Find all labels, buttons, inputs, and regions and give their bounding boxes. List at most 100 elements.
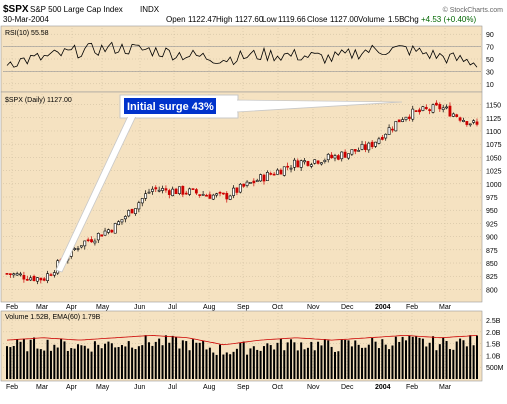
x-axis-label: Jul [168,304,177,311]
candle-body [32,275,36,281]
price-tick-label: 1050 [486,155,502,162]
volume-bar [158,338,161,379]
candle-body [448,105,452,117]
annotation-text-bg [124,98,216,114]
candle-body [252,180,256,184]
volume-bar [66,350,69,379]
x-axis-label: May [96,384,110,391]
candle-body [194,189,198,194]
volume-bar [148,342,151,379]
candle-body [343,151,347,158]
candle-body [431,104,435,113]
volume-bar [252,346,255,379]
volume-bar [357,344,360,379]
candle-body [134,208,137,214]
candle-body [232,187,235,196]
candle-body [42,278,46,281]
x-axis-label: May [96,304,110,311]
candle-body [404,116,408,120]
candle-body [401,119,405,122]
volume-bar [452,349,455,379]
x-axis-label: Mar [439,384,452,391]
candle-body [113,223,117,234]
volume-bar [408,335,411,379]
volume-bar [63,341,66,379]
candle-body [475,121,479,125]
volume-bar [104,343,107,379]
price-tick-label: 1000 [486,182,502,189]
volume-bar [330,346,333,379]
volume-bar [195,342,198,379]
candle-body [93,240,97,244]
x-axis-label: Nov [307,384,320,391]
candle-body [49,274,53,276]
volume-bar [364,347,367,379]
candle-body [228,195,232,200]
x-axis-label: Mar [439,304,452,311]
candle-body [279,169,283,175]
candle-body [407,116,411,119]
volume-bar [134,349,137,379]
volume-bar [36,348,39,379]
x-axis-label: Nov [307,304,320,311]
volume-bar [19,341,22,379]
x-axis-label: Apr [66,304,78,311]
close-label: Close [307,15,328,24]
volume-bar [6,346,8,379]
candle-body [215,193,219,196]
price-panel [0,91,483,303]
volume-bar [171,335,174,379]
x-axis-label: Mar [36,384,49,391]
volume-bar [455,341,458,379]
candle-body [188,188,191,195]
volume-bar [306,347,309,379]
candle-body [208,194,212,199]
symbol: $SPX [3,4,29,15]
candle-body [123,216,127,220]
volume-bar [33,337,36,379]
x-axis-label: Feb [6,384,18,391]
volume-bar [242,341,245,379]
candle-body [424,107,428,110]
candle-body [161,188,164,191]
candle-body [205,194,208,197]
volume-bar [208,347,211,379]
x-axis-label: 2004 [375,384,391,391]
volume-bar [141,345,144,379]
volume-bar [425,346,428,379]
volume-bar [279,338,282,379]
candle-body [96,233,100,241]
volume-bar [290,339,293,379]
volume-bar [154,341,157,379]
candle-body [259,174,262,182]
volume-value: 1.5B [388,15,404,24]
volume-bar [391,345,394,379]
volume-tick-label: 500M [486,365,504,372]
candle-body [191,188,195,190]
candle-body [286,165,290,168]
candle-body [289,167,293,170]
volume-bar [202,340,205,379]
candle-body [245,181,249,186]
volume-bar [53,344,56,379]
candle-body [39,277,43,281]
candle-body [76,248,80,250]
volume-bar [374,341,377,379]
candle-body [323,159,327,162]
candle-body [5,273,9,275]
volume-bar [239,342,242,379]
candle-body [472,120,476,123]
volume-bar [448,349,451,379]
volume-bar [90,351,93,379]
price-tick-label: 1025 [486,169,502,176]
volume-bar [432,336,435,379]
volume-bar [394,336,397,379]
volume-bar [198,342,201,379]
candle-body [222,192,225,195]
candle-body [181,185,185,195]
volume-bar [249,348,252,379]
volume-bar [462,340,465,379]
high-value: 1127.60 [235,15,264,24]
candle-body [249,182,252,184]
